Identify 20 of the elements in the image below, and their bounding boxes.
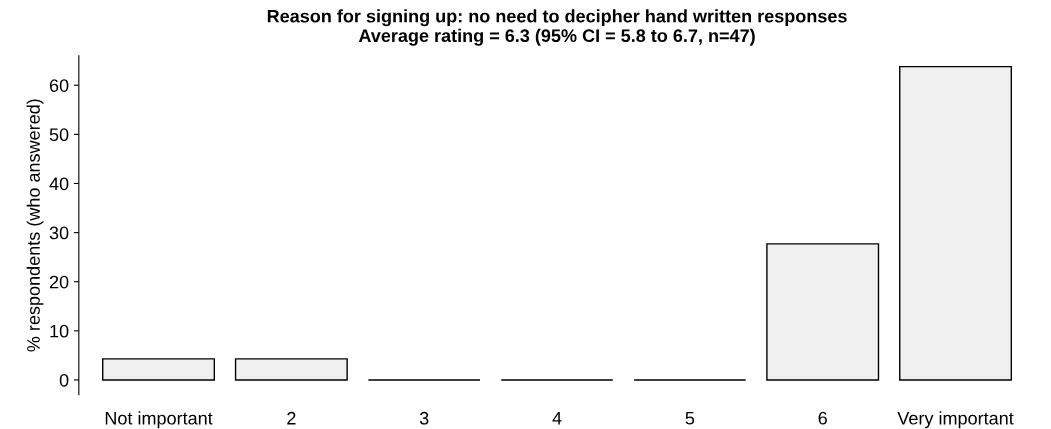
x-tick-label: Not important <box>105 411 213 429</box>
bar <box>102 358 216 381</box>
x-tick-label: 3 <box>419 411 429 425</box>
bar <box>899 65 1013 381</box>
y-tick-label: 50 <box>49 128 69 142</box>
y-tick-label: 10 <box>50 324 69 338</box>
x-tick-label: 4 <box>552 412 562 425</box>
y-axis-title: % respondents (who answered) <box>26 99 44 352</box>
x-tick-label: Very important <box>897 411 1014 429</box>
y-tick-label: 20 <box>49 275 69 289</box>
bar <box>234 358 348 381</box>
x-tick-label: 6 <box>818 411 827 425</box>
bar <box>766 243 880 381</box>
x-tick-label: 2 <box>287 411 296 425</box>
y-tick-label: 60 <box>49 79 69 92</box>
y-tick-label: 0 <box>59 373 69 387</box>
y-tick-label: 30 <box>49 226 69 240</box>
x-tick-label: 5 <box>685 412 695 425</box>
y-tick-label: 40 <box>49 177 69 191</box>
chart-title: Reason for signing up: no need to decipher hand written responses Average rating = 6.3 (95% CI = 5.8 to 6.7, n=47) <box>267 9 847 46</box>
